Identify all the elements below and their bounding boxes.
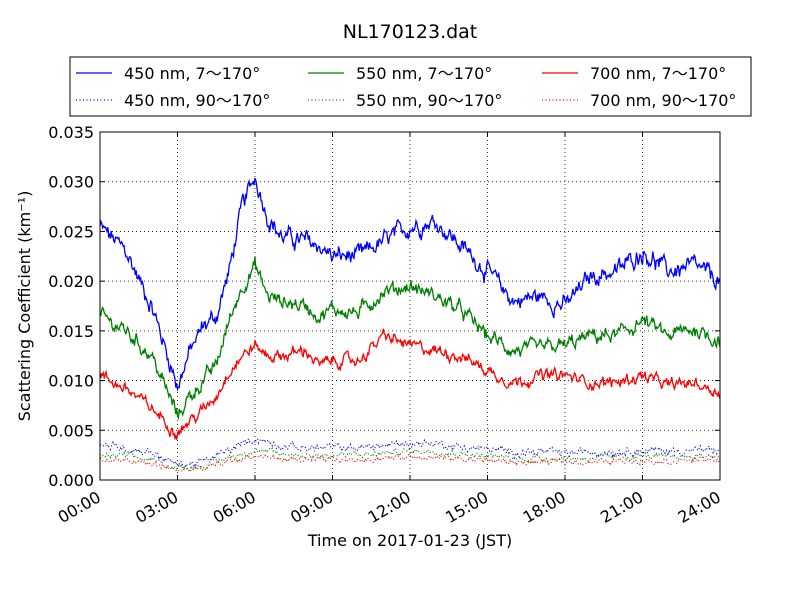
x-tick-label: 00:00 — [55, 487, 104, 527]
chart-title: NL170123.dat — [343, 21, 478, 43]
legend-box — [69, 56, 752, 117]
x-tick-label: 09:00 — [287, 487, 336, 527]
y-tick-label: 0.035 — [48, 123, 94, 142]
legend: 450 nm, 7～170° 450 nm, 90～170° 550 nm, 7～1… — [69, 56, 752, 117]
y-tick-label: 0.015 — [48, 322, 94, 341]
legend-label: 450 nm, 7～170° — [124, 64, 260, 83]
y-tick-label: 0.010 — [48, 372, 94, 391]
legend-label: 550 nm, 90～170° — [356, 91, 502, 110]
y-tick-label: 0.020 — [48, 272, 94, 291]
legend-label: 700 nm, 90～170° — [590, 91, 736, 110]
y-tick-label: 0.030 — [48, 173, 94, 192]
x-tick-label: 18:00 — [520, 487, 569, 527]
y-axis-label: Scattering Coefficient (km⁻¹) — [15, 191, 34, 422]
y-tick-label: 0.000 — [48, 471, 94, 490]
x-tick-label: 06:00 — [210, 487, 259, 527]
series-line-3 — [99, 437, 720, 470]
grid-lines — [100, 132, 720, 480]
legend-label: 550 nm, 7～170° — [356, 64, 492, 83]
series-line-2 — [99, 328, 721, 441]
x-tick-label: 15:00 — [442, 487, 491, 527]
legend-label: 700 nm, 7～170° — [590, 64, 726, 83]
y-axis-ticks: 0.000 0.005 0.010 0.015 0.020 0.025 0.030 0.035 — [48, 123, 720, 490]
series-layer — [99, 177, 721, 473]
x-axis-ticks: 00:00 03:00 06:00 09:00 12:00 15:00 18:00 21:00… — [55, 132, 724, 527]
x-tick-label: 24:00 — [675, 487, 724, 527]
y-tick-label: 0.005 — [48, 421, 94, 440]
x-tick-label: 12:00 — [365, 487, 414, 527]
y-tick-label: 0.025 — [48, 222, 94, 241]
series-line-4 — [99, 446, 721, 473]
x-tick-label: 21:00 — [597, 487, 646, 527]
x-axis-label: Time on 2017-01-23 (JST) — [307, 531, 512, 550]
series-line-0 — [99, 177, 721, 392]
legend-label: 450 nm, 90～170° — [124, 91, 270, 110]
x-tick-label: 03:00 — [132, 487, 181, 527]
series-line-1 — [99, 256, 721, 421]
